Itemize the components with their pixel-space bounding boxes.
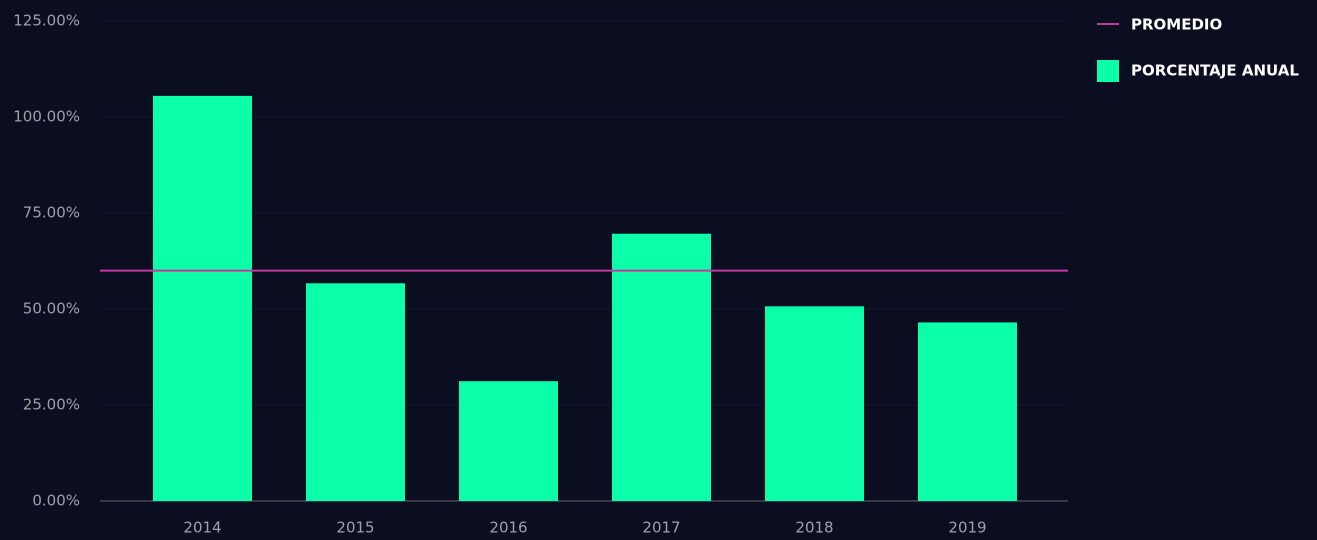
y-tick-label: 75.00%	[23, 204, 80, 222]
x-tick-label: 2015	[336, 519, 374, 537]
y-tick-label: 125.00%	[13, 12, 80, 30]
legend-swatch	[1097, 60, 1119, 82]
y-tick-label: 100.00%	[13, 108, 80, 126]
bar	[612, 233, 711, 501]
x-tick-label: 2017	[642, 519, 680, 537]
bar	[765, 306, 864, 501]
y-tick-label: 25.00%	[23, 396, 80, 414]
legend-label: PORCENTAJE ANUAL	[1131, 62, 1299, 80]
bar	[306, 283, 405, 501]
legend-label: PROMEDIO	[1131, 16, 1222, 34]
x-tick-label: 2016	[489, 519, 527, 537]
bar	[153, 95, 252, 501]
y-tick-label: 50.00%	[23, 300, 80, 318]
x-tick-label: 2018	[795, 519, 833, 537]
x-tick-label: 2014	[183, 519, 221, 537]
x-tick-label: 2019	[948, 519, 986, 537]
y-tick-label: 0.00%	[32, 492, 80, 510]
bar	[459, 381, 558, 501]
bar	[918, 322, 1017, 501]
